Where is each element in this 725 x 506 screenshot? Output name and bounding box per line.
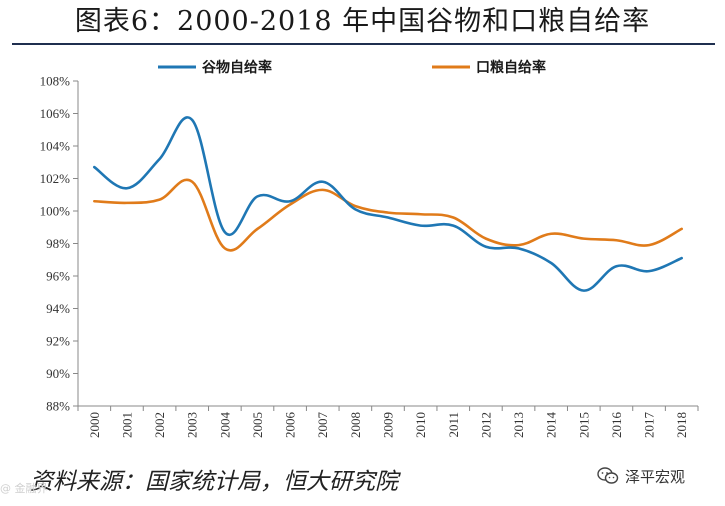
y-tick-label: 96%	[46, 269, 70, 284]
x-tick-label: 2009	[381, 412, 396, 438]
x-tick-label: 2008	[348, 412, 363, 438]
source-note: 资料来源：国家统计局，恒大研究院	[30, 469, 398, 495]
x-tick-label: 2014	[544, 412, 559, 439]
y-tick-label: 104%	[40, 139, 71, 154]
x-tick-label: 2010	[413, 412, 428, 438]
x-tick-label: 2005	[250, 412, 265, 438]
watermark: @ 金融界	[0, 482, 48, 495]
title-underline	[12, 43, 715, 45]
y-tick-label: 90%	[46, 366, 70, 381]
chart-area: 谷物自给率 口粮自给率 88% 90% 92% 94% 96% 98% 100% 102% 104…	[40, 59, 699, 439]
y-tick-label: 98%	[46, 236, 70, 251]
x-tick-label: 2016	[609, 412, 624, 439]
y-tick-label: 100%	[40, 204, 71, 219]
y-tick-label: 108%	[40, 74, 71, 89]
x-tick-label: 2011	[446, 412, 461, 438]
series-line-1	[93, 178, 683, 252]
legend-label-0: 谷物自给率	[202, 59, 272, 76]
brand-badge[interactable]: 泽平宏观	[597, 462, 685, 490]
x-tick-label: 2002	[152, 412, 167, 438]
y-tick-label: 102%	[40, 171, 71, 186]
y-tick-label: 88%	[46, 399, 70, 414]
x-tick-label: 2003	[185, 412, 200, 438]
x-tick-label: 2001	[119, 412, 134, 438]
legend: 谷物自给率 口粮自给率	[158, 59, 546, 76]
x-tick-label: 2018	[674, 412, 689, 438]
brand-name: 泽平宏观	[625, 467, 686, 486]
x-tick-label: 2012	[478, 412, 493, 438]
x-tick-label: 2007	[315, 412, 330, 439]
legend-label-1: 口粮自给率	[476, 59, 546, 76]
y-tick-label: 92%	[46, 334, 70, 349]
x-tick-label: 2013	[511, 412, 526, 438]
series-line-0	[93, 116, 683, 292]
x-tick-label: 2015	[576, 412, 591, 438]
x-tick-label: 2006	[283, 412, 298, 439]
series-group	[93, 116, 683, 292]
chart-title: 图表6：2000-2018 年中国谷物和口粮自给率	[74, 6, 651, 37]
x-tick-label: 2004	[217, 412, 232, 439]
y-tick-label: 106%	[40, 106, 71, 121]
x-tick-label: 2000	[87, 412, 102, 438]
axes: 88% 90% 92% 94% 96% 98% 100% 102% 104% 106% 108% 20…	[40, 74, 699, 439]
y-tick-label: 94%	[46, 301, 70, 316]
wechat-icon	[597, 467, 619, 484]
x-tick-label: 2017	[642, 412, 657, 439]
